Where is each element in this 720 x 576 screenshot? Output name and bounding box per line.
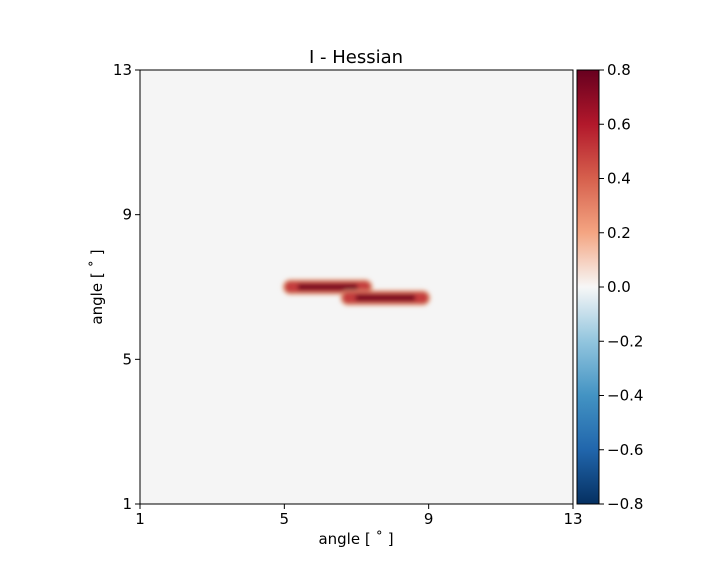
y-axis-label: angle [ ˚ ] — [88, 249, 106, 324]
heatmap-features — [282, 279, 431, 306]
plot-frame — [139, 69, 574, 505]
y-tick-label: 1 — [122, 495, 132, 513]
heatmap-blob-core — [355, 294, 416, 302]
colorbar-tick-label: 0.2 — [607, 224, 631, 242]
y-tick-label: 9 — [122, 206, 132, 224]
colorbar-tick-label: 0.6 — [607, 115, 631, 133]
colorbar-tick-label: −0.4 — [607, 387, 643, 405]
y-axis-ticks: 1 5 9 13 — [113, 61, 140, 513]
x-tick-label: 13 — [563, 510, 582, 528]
colorbar-tick-label: −0.2 — [607, 332, 643, 350]
x-axis-label: angle [ ˚ ] — [318, 530, 393, 548]
chart-title: I - Hessian — [309, 47, 403, 68]
colorbar-tick-label: −0.8 — [607, 495, 643, 513]
colorbar-tick-label: 0.8 — [607, 61, 631, 79]
y-tick-label: 5 — [122, 350, 132, 368]
x-tick-label: 5 — [280, 510, 290, 528]
y-tick-label: 13 — [113, 61, 132, 79]
heatmap-blob-core — [297, 283, 358, 291]
colorbar-ticks: −0.8 −0.6 −0.4 −0.2 0.0 0.2 0.4 0.6 0.8 — [599, 61, 643, 513]
colorbar-tick-label: −0.6 — [607, 441, 643, 459]
colorbar-tick-label: 0.4 — [607, 170, 631, 188]
x-tick-label: 1 — [135, 510, 145, 528]
x-tick-label: 9 — [424, 510, 434, 528]
x-axis-ticks: 1 5 9 13 — [135, 504, 583, 528]
colorbar-tick-label: 0.0 — [607, 278, 631, 296]
colorbar — [576, 69, 600, 505]
